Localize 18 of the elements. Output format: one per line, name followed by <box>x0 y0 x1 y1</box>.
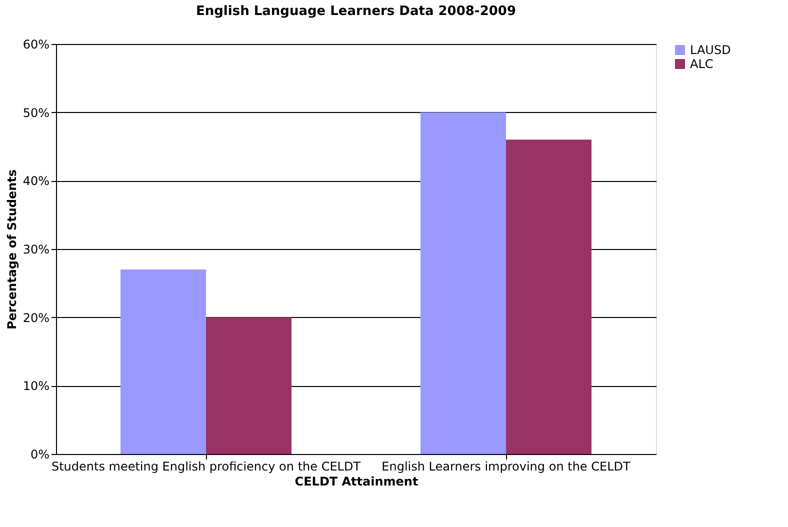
x-tick-label: English Learners improving on the CELDT <box>382 460 632 474</box>
bar <box>206 317 292 454</box>
bar <box>506 140 592 454</box>
y-tick-label: 10% <box>22 379 50 394</box>
y-tick-label: 30% <box>22 242 50 256</box>
legend-label: LAUSD <box>690 43 731 57</box>
bar <box>120 270 206 454</box>
legend-label: ALC <box>690 57 714 71</box>
y-tick-label: 40% <box>22 174 50 188</box>
x-axis-title: CELDT Attainment <box>294 474 418 488</box>
y-axis-title: Percentage of Students <box>4 169 19 330</box>
y-tick-label: 50% <box>22 106 50 120</box>
y-tick-label: 60% <box>22 38 50 52</box>
y-tick-label: 20% <box>22 310 50 325</box>
x-tick-label: Students meeting English proficiency on the CELDT <box>51 460 362 474</box>
chart-title: English Language Learners Data 2008-2009 <box>196 4 516 19</box>
y-tick-label: 0% <box>30 448 50 462</box>
bar <box>420 112 506 454</box>
